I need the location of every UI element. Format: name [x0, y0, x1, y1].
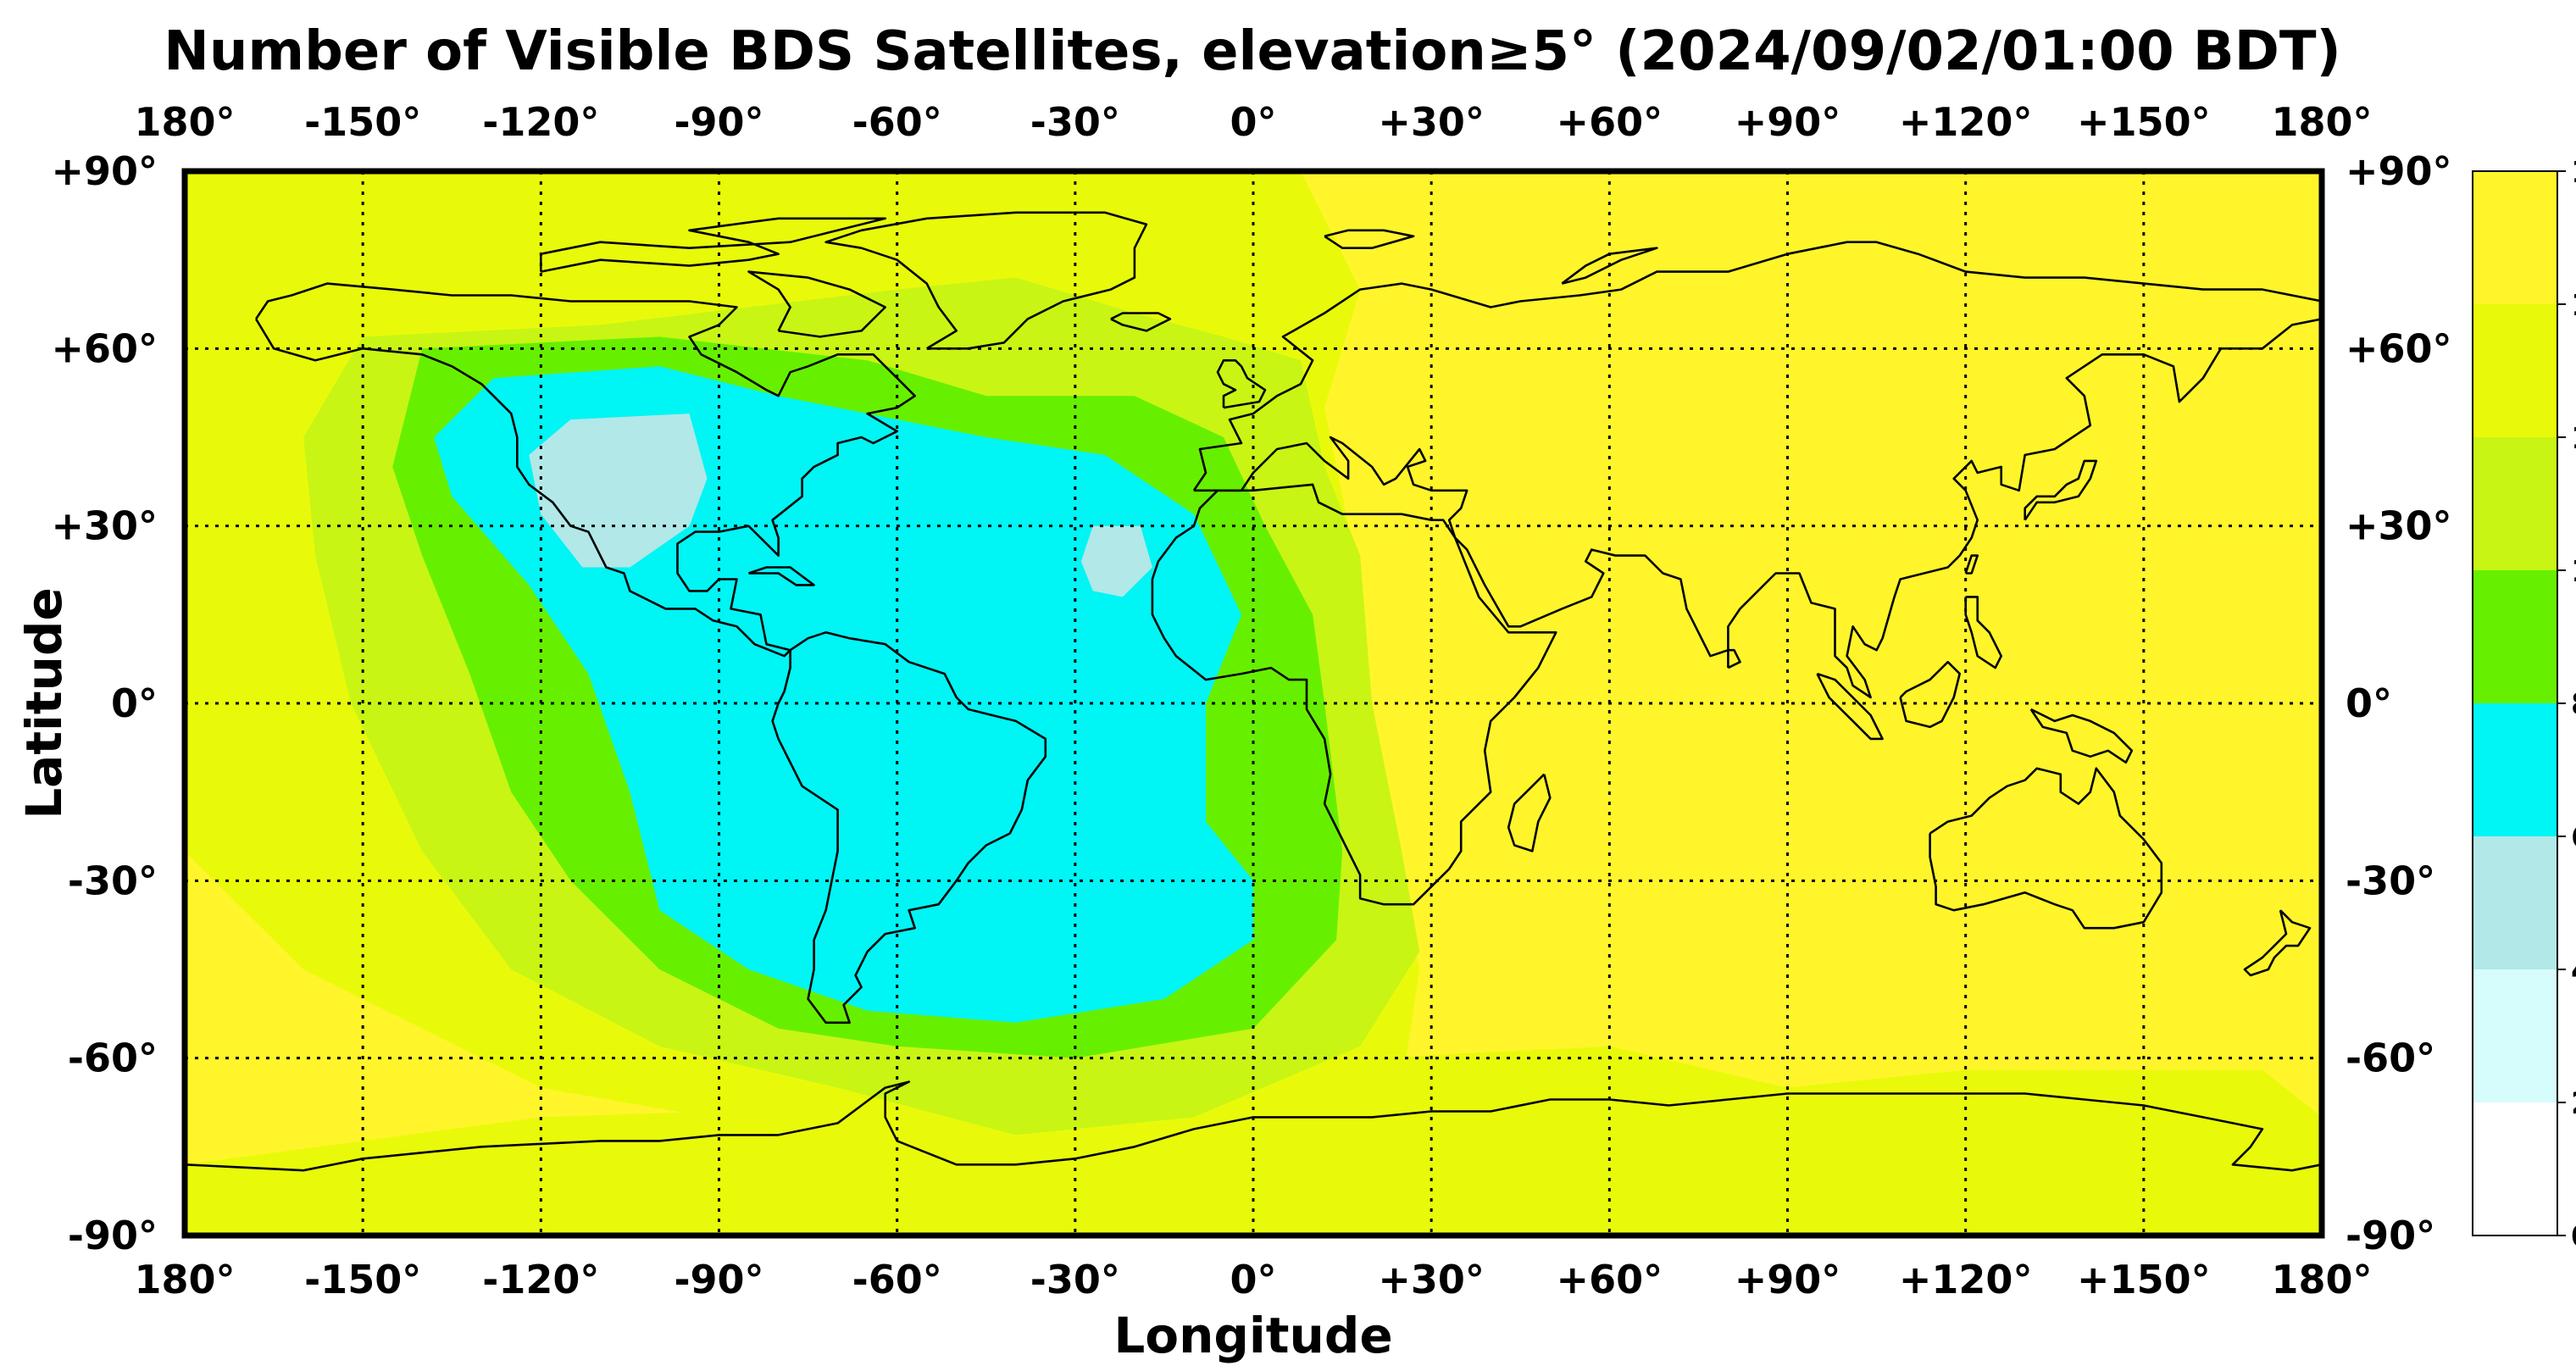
x-tick-label-top: +60°	[1557, 99, 1663, 145]
colorbar-tick-label: 2	[2571, 1086, 2576, 1121]
y-tick-label-right: -30°	[2346, 858, 2435, 903]
x-tick-label-bottom: +90°	[1735, 1257, 1841, 1302]
coastline-philippines	[1964, 596, 2002, 669]
coastline-south-america	[771, 630, 1047, 1024]
coastline-new-guinea	[2029, 708, 2134, 764]
coastline-japan	[2024, 459, 2098, 521]
x-tick-label-top: +150°	[2077, 99, 2211, 145]
x-tick-label-bottom: -30°	[1030, 1257, 1120, 1302]
y-tick-label-left: +60°	[51, 325, 158, 371]
y-tick-label-right: +90°	[2346, 148, 2452, 194]
y-tick-label-left: +30°	[51, 503, 158, 549]
x-tick-label-bottom: 180°	[2271, 1257, 2372, 1302]
heat-region-7	[1080, 525, 1152, 597]
x-tick-label-top: 180°	[134, 99, 235, 145]
y-tick-label-left: 0°	[111, 680, 158, 726]
x-tick-label-top: +120°	[1899, 99, 2033, 145]
coastline-taiwan	[1964, 554, 1979, 575]
y-tick-label-right: +30°	[2346, 503, 2452, 549]
colorbar-segment-1	[2473, 969, 2557, 1102]
x-tick-label-bottom: -120°	[482, 1257, 599, 1302]
colorbar: 0 2 4 6 8 10 12 14 16	[2472, 155, 2576, 1254]
grid-layer	[185, 171, 2322, 1236]
y-tick-label-left: +90°	[51, 148, 158, 194]
x-tick-label-bottom: -60°	[852, 1257, 942, 1302]
y-tick-label-left: -90°	[68, 1213, 158, 1258]
coastline-cuba	[748, 566, 815, 586]
colorbar-segment-4	[2473, 570, 2557, 703]
x-tick-label-bottom: -90°	[674, 1257, 763, 1302]
colorbar-segment-0	[2473, 1102, 2557, 1236]
colorbar-tick-label: 4	[2571, 953, 2576, 988]
colorbar-segment-5	[2473, 437, 2557, 570]
x-tick-label-bottom: 0°	[1230, 1257, 1276, 1302]
y-tick-label-right: -60°	[2346, 1036, 2435, 1081]
x-tick-label-top: 0°	[1230, 99, 1276, 145]
colorbar-segment-7	[2473, 171, 2557, 304]
x-tick-label-bottom: 180°	[134, 1257, 235, 1302]
coastline-svalbard	[1324, 229, 1415, 250]
y-axis-label: Latitude	[15, 587, 73, 819]
colorbar-tick-label: 10	[2571, 554, 2576, 589]
coastline-great-britain	[1216, 358, 1267, 409]
x-tick-label-top: -90°	[674, 99, 763, 145]
colorbar-segment-6	[2473, 304, 2557, 437]
colorbar-tick-label: 14	[2571, 288, 2576, 323]
y-tick-label-left: -60°	[68, 1036, 158, 1081]
x-tick-label-top: -120°	[482, 99, 599, 145]
coastline-europe-and-asia	[1192, 241, 2322, 699]
x-tick-label-bottom: +150°	[2077, 1257, 2211, 1302]
coastline-greenland	[824, 211, 1148, 350]
y-tick-label-left: -30°	[68, 858, 158, 903]
coastline-antarctica	[185, 1080, 2322, 1172]
colorbar-tick-label: 0	[2571, 1219, 2576, 1254]
x-tick-label-top: 180°	[2271, 99, 2372, 145]
y-tick-label-right: 0°	[2346, 680, 2392, 726]
x-tick-label-top: +90°	[1735, 99, 1841, 145]
x-tick-label-top: -30°	[1030, 99, 1120, 145]
colorbar-tick-label: 16	[2571, 155, 2576, 190]
x-tick-label-top: -150°	[304, 99, 421, 145]
coastline-sumatra	[1816, 672, 1884, 741]
map-frame	[181, 168, 2325, 1239]
coastline-africa	[1151, 483, 1557, 906]
coastline-layer	[185, 211, 2322, 1172]
x-tick-label-top: +30°	[1378, 99, 1485, 145]
colorbar-tick-label: 6	[2571, 820, 2576, 855]
coastline-borneo	[1899, 660, 1961, 729]
coastline-north-america	[254, 282, 916, 658]
coastline-novaya-zemlya	[1561, 247, 1658, 285]
y-tick-label-right: +60°	[2346, 325, 2452, 371]
x-tick-label-bottom: -150°	[304, 1257, 421, 1302]
tick-label-layer: 180° 180° -150° -150° -120° -120° -90° -90° -60°…	[51, 99, 2451, 1302]
x-tick-label-bottom: +120°	[1899, 1257, 2033, 1302]
colorbar-segment-2	[2473, 836, 2557, 969]
x-tick-label-bottom: +30°	[1378, 1257, 1485, 1302]
colorbar-tick-label: 12	[2571, 421, 2576, 456]
coastline-baffin-island	[747, 270, 886, 338]
heat-region-6	[529, 414, 708, 568]
x-tick-label-top: -60°	[852, 99, 942, 145]
colorbar-segment-3	[2473, 703, 2557, 836]
coastline-australia	[1929, 767, 2163, 930]
y-tick-label-right: -90°	[2346, 1213, 2435, 1258]
coastline-new-zealand	[2243, 909, 2312, 977]
coastline-madagascar	[1507, 773, 1552, 852]
coastline-iceland	[1110, 312, 1172, 332]
x-axis-label: Longitude	[1113, 1307, 1392, 1364]
colorbar-tick-label: 8	[2571, 687, 2576, 722]
coastline-sri-lanka	[1727, 648, 1741, 669]
chart-title: Number of Visible BDS Satellites, elevat…	[164, 20, 2340, 83]
x-tick-label-bottom: +60°	[1557, 1257, 1663, 1302]
